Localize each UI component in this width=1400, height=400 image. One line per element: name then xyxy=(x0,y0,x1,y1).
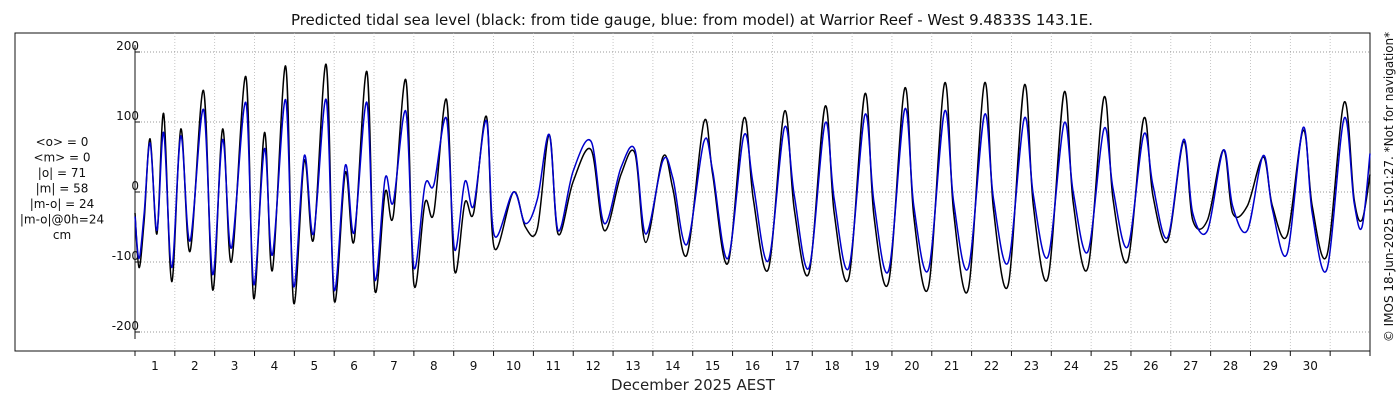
series-group xyxy=(134,63,1371,305)
stats-line: |m-o|@0h=24 xyxy=(20,213,104,227)
copyright-note: © IMOS 18-Jun-2025 15:01:27. *Not for na… xyxy=(1382,32,1396,342)
stats-line: cm xyxy=(53,228,71,242)
x-tick-label: 1 xyxy=(151,359,159,373)
x-tick-label: 16 xyxy=(745,359,760,373)
x-tick-label: 24 xyxy=(1064,359,1079,373)
y-tick-label: -100 xyxy=(112,249,139,263)
x-tick-label: 23 xyxy=(1024,359,1039,373)
y-tick-label: 200 xyxy=(116,39,139,53)
x-tick-label: 2 xyxy=(191,359,199,373)
x-tick-label: 12 xyxy=(586,359,601,373)
x-axis-label: December 2025 AEST xyxy=(611,376,776,394)
x-tick-label: 29 xyxy=(1263,359,1278,373)
x-tick-label: 5 xyxy=(310,359,318,373)
x-tick-label: 9 xyxy=(470,359,478,373)
x-tick-label: 21 xyxy=(944,359,959,373)
series-line-black xyxy=(134,63,1371,305)
chart-title: Predicted tidal sea level (black: from t… xyxy=(291,11,1093,29)
x-tick-label: 19 xyxy=(864,359,879,373)
x-tick-label: 6 xyxy=(350,359,358,373)
x-tick-label: 4 xyxy=(271,359,279,373)
x-tick-label: 18 xyxy=(825,359,840,373)
x-tick-label: 17 xyxy=(785,359,800,373)
x-tick-label: 8 xyxy=(430,359,438,373)
y-tick-label: 100 xyxy=(116,109,139,123)
stats-panel: <o> = 0 <m> = 0|o| = 71 |m| = 58|m-o| = 24… xyxy=(20,135,104,242)
x-tick-label: 22 xyxy=(984,359,999,373)
x-tick-label: 27 xyxy=(1183,359,1198,373)
stats-line: |m| = 58 xyxy=(36,182,89,196)
stats-line: |m-o| = 24 xyxy=(30,197,95,211)
x-tick-label: 10 xyxy=(506,359,521,373)
stats-line: <m> = 0 xyxy=(33,151,90,165)
y-tick-label: 0 xyxy=(131,179,139,193)
x-tick-label: 11 xyxy=(546,359,561,373)
grid-lines xyxy=(135,33,1370,351)
x-tick-label: 13 xyxy=(625,359,640,373)
x-tick-label: 30 xyxy=(1303,359,1318,373)
x-tick-label: 25 xyxy=(1103,359,1118,373)
x-tick-label: 15 xyxy=(705,359,720,373)
x-tick-label: 14 xyxy=(665,359,680,373)
y-tick-label: -200 xyxy=(112,319,139,333)
x-tick-label: 26 xyxy=(1143,359,1158,373)
series-line-blue xyxy=(134,98,1371,291)
x-tick-label: 7 xyxy=(390,359,398,373)
x-tick-label: 3 xyxy=(231,359,239,373)
stats-line: |o| = 71 xyxy=(38,166,86,180)
x-tick-label: 28 xyxy=(1223,359,1238,373)
x-tick-label: 20 xyxy=(904,359,919,373)
stats-line: <o> = 0 xyxy=(36,135,89,149)
